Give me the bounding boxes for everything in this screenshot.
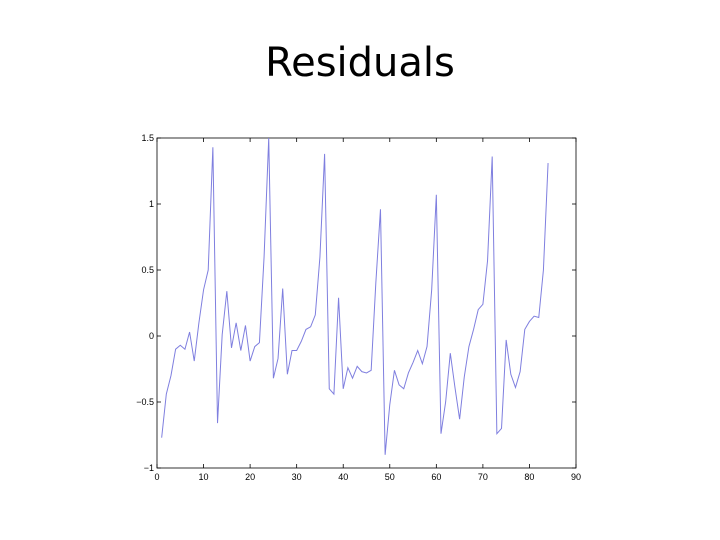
x-tick-label: 20	[245, 472, 255, 482]
y-tick-label: 1	[149, 199, 154, 209]
x-tick-label: 50	[385, 472, 395, 482]
x-tick-label: 60	[431, 472, 441, 482]
y-tick-label: 0.5	[141, 265, 154, 275]
x-tick-label: 30	[292, 472, 302, 482]
x-tick-label: 40	[338, 472, 348, 482]
y-tick-label: 1.5	[141, 133, 154, 143]
residuals-series-line	[161, 137, 549, 455]
y-tick-label: −0.5	[136, 397, 154, 407]
x-tick-label: 10	[199, 472, 209, 482]
x-tick-label: 70	[478, 472, 488, 482]
y-tick-label: 0	[149, 331, 154, 341]
plot-frame	[156, 137, 577, 469]
slide-title: Residuals	[265, 40, 455, 86]
x-tick-label: 90	[571, 472, 581, 482]
x-tick-label: 0	[154, 472, 159, 482]
y-tick-label: −1	[144, 463, 154, 473]
x-tick-label: 80	[524, 472, 534, 482]
